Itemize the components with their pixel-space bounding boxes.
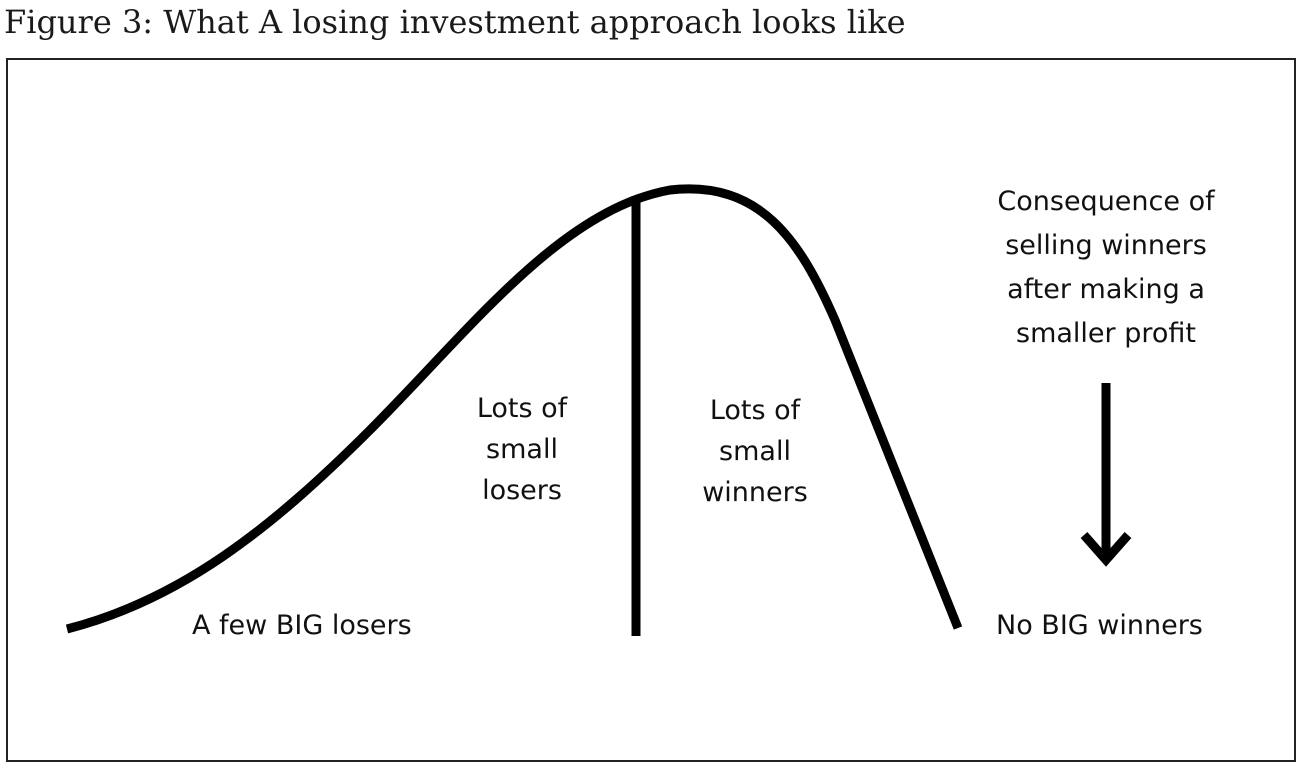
label-small-losers-line-1: Lots of (476, 393, 568, 424)
label-consequence-line-4: smaller profit (1016, 318, 1196, 349)
label-small-losers-line-3: losers (482, 475, 562, 506)
label-small-losers-line-2: small (486, 434, 558, 465)
label-few-big-losers: A few BIG losers (192, 610, 412, 641)
label-small-winners-line-3: winners (702, 477, 808, 508)
label-small-losers: Lots of small losers (440, 388, 604, 511)
label-consequence-line-1: Consequence of (997, 186, 1215, 217)
arrow-down-icon (1080, 383, 1132, 567)
label-small-winners: Lots of small winners (672, 390, 838, 513)
label-consequence-line-3: after making a (1007, 274, 1205, 305)
label-consequence: Consequence of selling winners after mak… (976, 180, 1236, 356)
distribution-curve (65, 184, 963, 634)
label-consequence-line-2: selling winners (1005, 230, 1207, 261)
label-no-big-winners: No BIG winners (996, 610, 1203, 641)
label-small-winners-line-2: small (719, 436, 791, 467)
figure-title: Figure 3: What A losing investment appro… (4, 3, 906, 41)
diagram-frame (6, 58, 1296, 762)
label-small-winners-line-1: Lots of (709, 395, 801, 426)
